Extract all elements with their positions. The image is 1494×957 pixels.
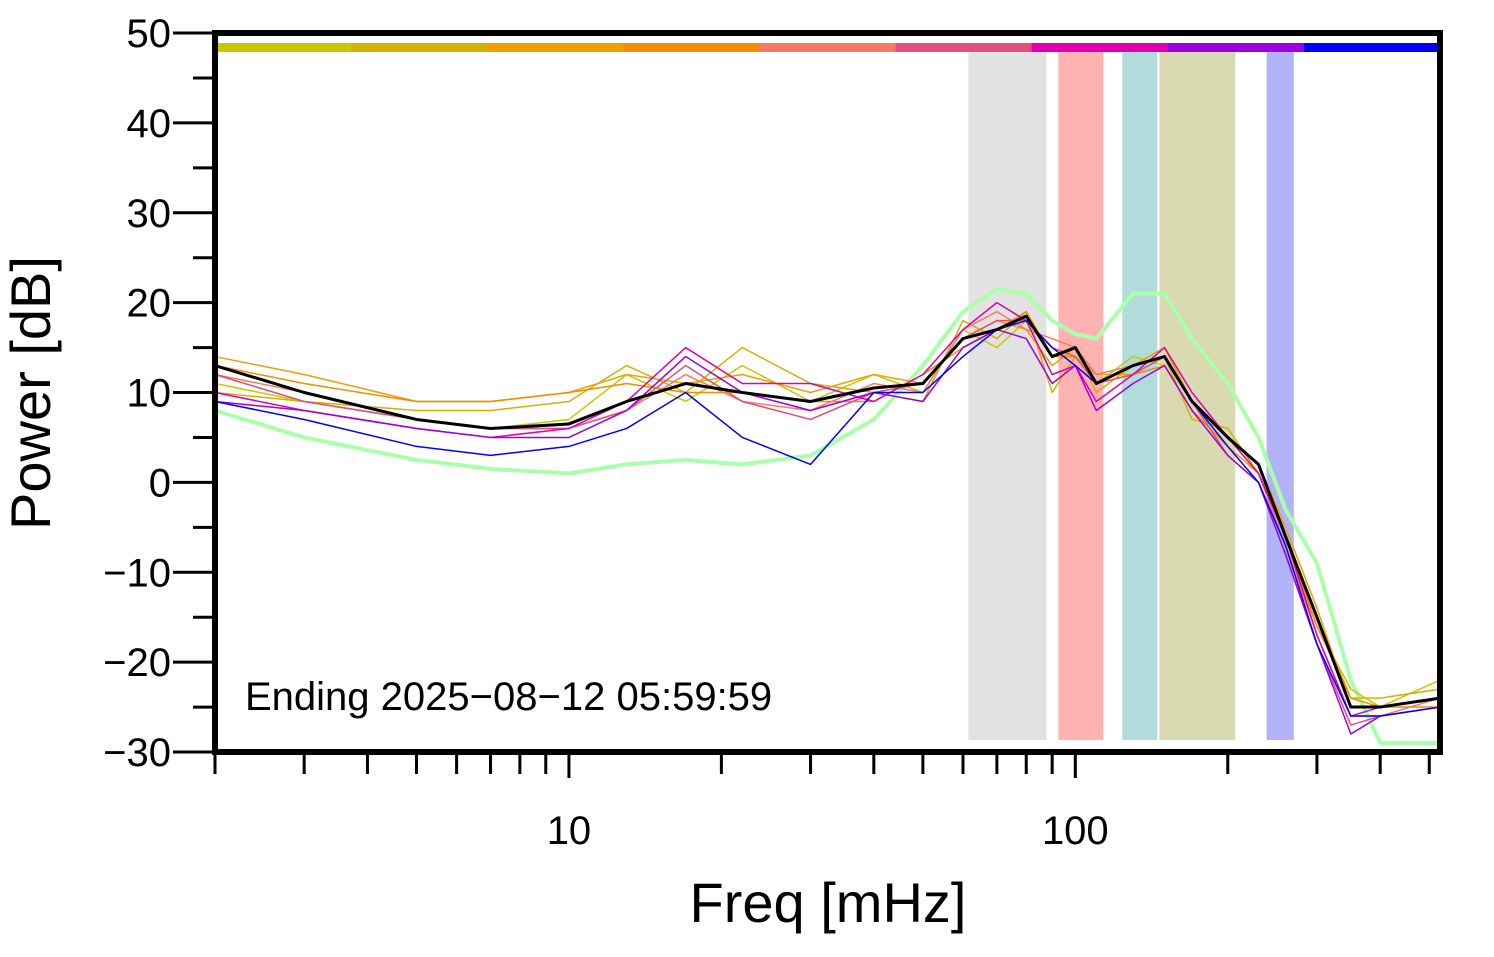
color-bar-segment: [1167, 43, 1305, 52]
y-tick-label: 20: [127, 282, 172, 326]
color-bar-segment: [759, 43, 897, 52]
series-line: [214, 319, 1441, 717]
series-line: [214, 287, 1440, 746]
y-tick-label: 30: [127, 192, 172, 236]
series-line: [214, 319, 1441, 708]
y-axis-title: Power [dB]: [0, 256, 62, 530]
x-tick-label: 100: [1042, 809, 1109, 853]
axes: −30 −20 −10 0 10 20 30 40 50 10 100: [103, 12, 1443, 853]
y-tick-label: 10: [127, 372, 172, 416]
series-line: [214, 319, 1441, 726]
y-tick-label: 40: [127, 102, 172, 146]
y-tick-label: −10: [103, 551, 171, 595]
color-bar-segment: [1303, 43, 1441, 52]
y-tick-label: −20: [103, 641, 171, 685]
color-bar-segment: [623, 43, 760, 52]
bands: [968, 52, 1294, 740]
series-line: [214, 310, 1441, 699]
color-bar-segment: [895, 43, 1033, 52]
y-tick-label: 0: [149, 461, 171, 505]
color-bar: [215, 43, 1441, 52]
band: [1159, 52, 1236, 740]
series-line: [214, 314, 1441, 709]
x-axis-title: Freq [mHz]: [690, 871, 967, 934]
color-bar-segment: [1031, 43, 1169, 52]
band: [1058, 52, 1104, 740]
series-line: [214, 310, 1441, 717]
series-line: [214, 310, 1440, 708]
plot-frame: [212, 30, 1443, 755]
lines: [214, 287, 1441, 746]
band: [1266, 52, 1294, 740]
y-tick-label: −30: [103, 731, 171, 775]
band: [1122, 52, 1158, 740]
color-bar-segment: [215, 43, 352, 52]
x-tick-label: 10: [547, 809, 592, 853]
color-bar-segment: [351, 43, 488, 52]
band: [968, 52, 1047, 740]
annotation: Ending 2025−08−12 05:59:59: [245, 675, 772, 719]
series-line: [214, 301, 1441, 717]
y-tick-label: 50: [127, 12, 172, 56]
color-bar-segment: [487, 43, 624, 52]
series-line: [214, 319, 1441, 708]
series-line: [214, 328, 1441, 735]
